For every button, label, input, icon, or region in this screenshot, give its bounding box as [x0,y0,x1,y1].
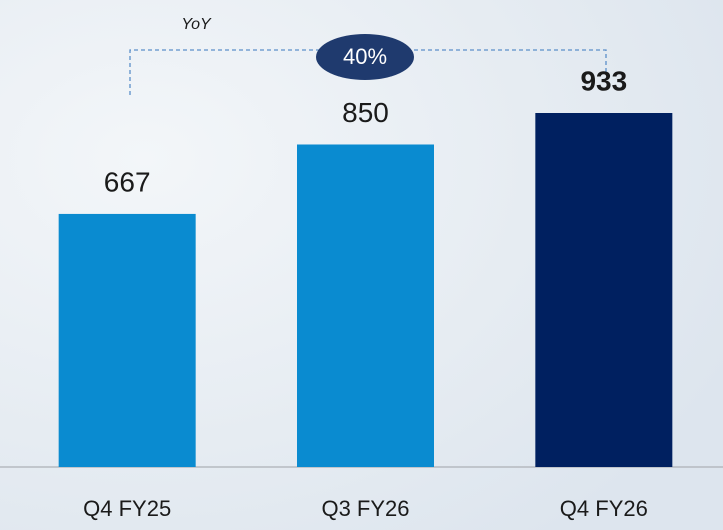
annotation-text: 40% [343,44,387,69]
x-tick-label: Q4 FY26 [560,496,648,521]
annotation-badge [316,34,414,80]
value-label: 667 [104,166,151,197]
bar [58,213,196,467]
value-label: 850 [342,97,389,128]
x-tick-label: Q4 FY25 [83,496,171,521]
value-label: 933 [580,65,627,96]
bar [535,113,673,467]
x-tick-label: Q3 FY26 [321,496,409,521]
bar [297,144,434,468]
annotation-title: YoY [181,16,212,33]
